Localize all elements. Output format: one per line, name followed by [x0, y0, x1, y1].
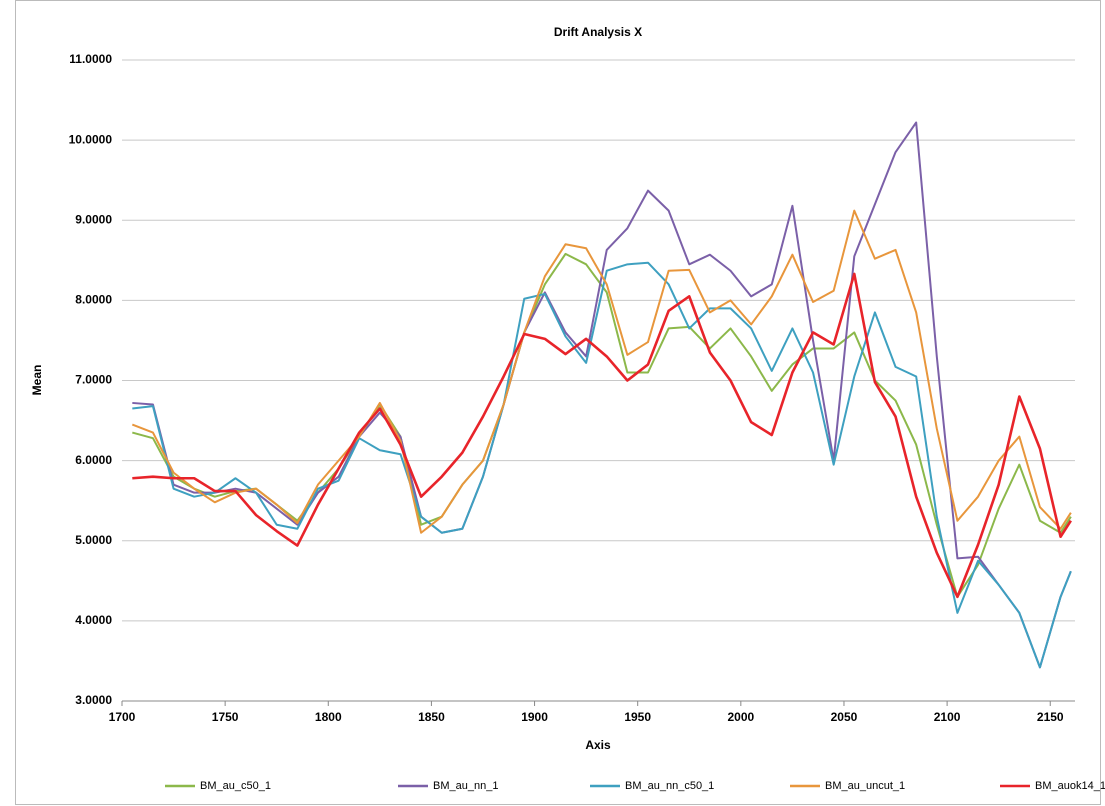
- y-tick-label: 3.0000: [75, 693, 112, 707]
- x-tick-label: 2150: [1037, 710, 1064, 724]
- y-axis-label: Mean: [30, 365, 44, 396]
- y-tick-label: 4.0000: [75, 613, 112, 627]
- series-line: [132, 261, 1072, 669]
- x-tick-label: 1950: [624, 710, 651, 724]
- series-line: [132, 252, 1072, 598]
- y-tick-label: 9.0000: [75, 212, 112, 226]
- y-tick-label: 8.0000: [75, 293, 112, 307]
- legend-label: BM_auok14_1: [1035, 780, 1105, 792]
- y-tick-label: 6.0000: [75, 453, 112, 467]
- x-tick-label: 1750: [212, 710, 239, 724]
- x-tick-label: 2050: [831, 710, 858, 724]
- y-tick-label: 10.0000: [69, 132, 113, 146]
- chart-frame: [15, 0, 1101, 805]
- legend-label: BM_au_nn_1: [433, 780, 498, 792]
- chart-title: Drift Analysis X: [554, 25, 642, 39]
- y-tick-label: 7.0000: [75, 373, 112, 387]
- series-line: [131, 209, 1072, 534]
- x-tick-label: 2100: [934, 710, 961, 724]
- x-axis-label: Axis: [585, 738, 611, 752]
- series-line: [132, 121, 1072, 669]
- legend-label: BM_au_c50_1: [200, 780, 271, 792]
- x-tick-label: 1900: [521, 710, 548, 724]
- x-tick-label: 1700: [109, 710, 136, 724]
- series-line: [132, 272, 1072, 599]
- legend-label: BM_au_uncut_1: [825, 780, 905, 792]
- y-tick-label: 11.0000: [69, 52, 112, 66]
- x-tick-label: 1850: [418, 710, 445, 724]
- y-tick-label: 5.0000: [75, 533, 112, 547]
- x-tick-label: 1800: [315, 710, 342, 724]
- x-tick-label: 2000: [727, 710, 754, 724]
- legend-label: BM_au_nn_c50_1: [625, 780, 714, 792]
